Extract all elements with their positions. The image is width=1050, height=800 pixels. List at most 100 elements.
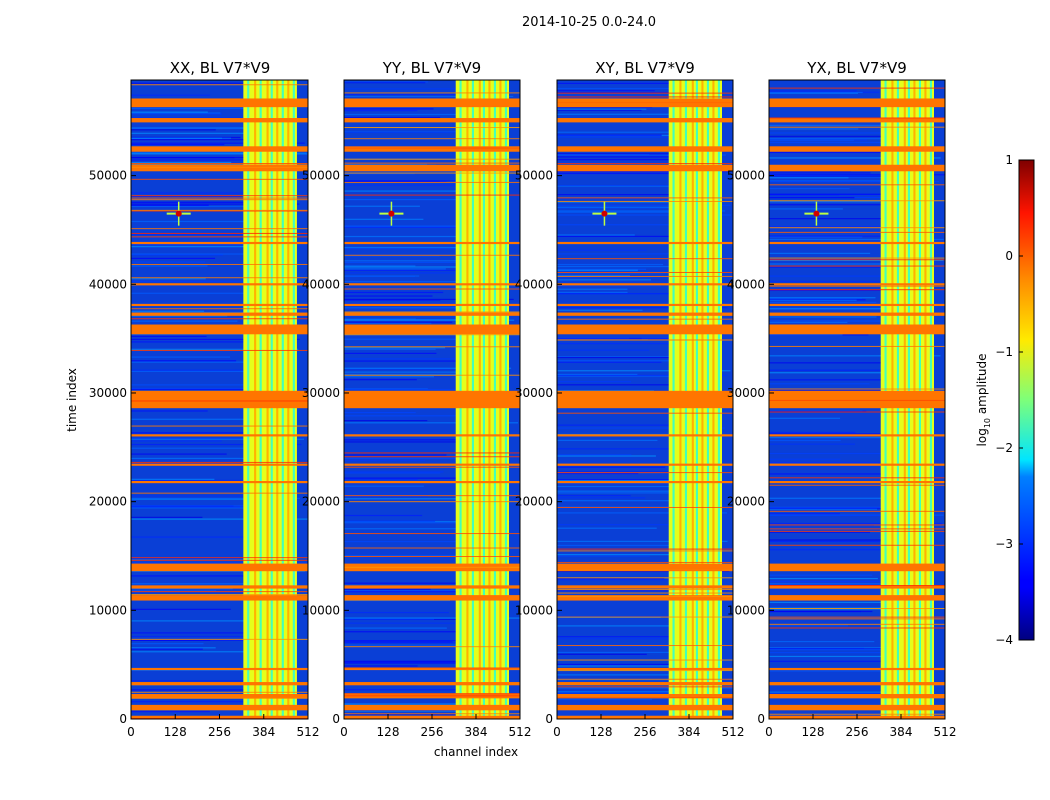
x-axis-label: channel index — [434, 745, 518, 759]
noise-streak — [557, 687, 733, 689]
x-tick-label: 256 — [208, 725, 231, 739]
flagged-band — [769, 563, 945, 572]
flagged-band — [557, 463, 733, 466]
noise-streak — [131, 647, 216, 649]
noise-streak — [344, 190, 496, 192]
flag-line — [769, 265, 945, 267]
noise-streak — [344, 520, 436, 522]
noise-streak — [769, 508, 878, 510]
flag-line — [557, 271, 733, 273]
noise-streak — [557, 360, 692, 362]
noise-streak — [769, 625, 848, 627]
flag-line — [344, 456, 520, 458]
flag-line — [131, 195, 308, 197]
noise-streak — [557, 540, 728, 542]
noise-streak — [557, 384, 678, 386]
noise-streak — [557, 263, 664, 266]
noise-streak — [769, 91, 863, 94]
noise-streak — [769, 236, 863, 238]
flagged-band — [557, 283, 733, 286]
noise-streak — [557, 307, 728, 309]
noise-streak — [769, 321, 848, 324]
noise-streak — [557, 207, 722, 209]
flag-line — [344, 693, 520, 695]
noise-streak — [557, 448, 709, 450]
flag-line — [557, 592, 733, 594]
noise-streak — [131, 440, 222, 442]
y-tick-label: 10000 — [515, 603, 553, 617]
flagged-band — [557, 481, 733, 484]
noise-streak — [557, 490, 682, 492]
flagged-band — [769, 463, 945, 466]
flag-line — [557, 697, 733, 699]
flagged-band — [344, 585, 520, 589]
flagged-band — [344, 303, 520, 307]
flag-line — [344, 194, 520, 196]
flagged-band — [131, 481, 308, 484]
noise-streak — [769, 583, 906, 585]
flag-line — [131, 209, 308, 211]
noise-streak — [344, 260, 487, 262]
panel-xy: XY, BL V7*V9 0 128 256 384 512 0 10000 20000 30… — [515, 59, 745, 739]
colorbar-tick-label: −4 — [995, 633, 1013, 647]
flag-line — [344, 694, 520, 696]
flagged-band — [344, 324, 520, 335]
x-ticks-yx: 0 128 256 384 512 — [765, 714, 956, 739]
flag-line — [131, 197, 308, 199]
flagged-band — [344, 390, 520, 409]
noise-streak — [131, 111, 208, 113]
noise-streak — [557, 159, 675, 161]
noise-streak — [344, 307, 501, 309]
flag-line — [769, 285, 945, 287]
flagged-band — [769, 667, 945, 671]
noise-streak — [131, 82, 246, 84]
x-tick-label: 384 — [252, 725, 275, 739]
noise-streak — [131, 94, 211, 96]
flag-line — [557, 200, 733, 202]
noise-streak — [769, 660, 906, 662]
noise-streak — [131, 562, 308, 564]
flag-line — [769, 618, 945, 620]
noise-streak — [769, 187, 850, 190]
noise-streak — [769, 439, 841, 442]
flag-line — [344, 346, 520, 348]
flagged-band — [131, 303, 308, 307]
flag-line — [557, 92, 733, 94]
colorbar-tick-label: −2 — [995, 441, 1013, 455]
noise-streak — [344, 109, 418, 112]
noise-streak — [769, 238, 944, 241]
flag-line — [769, 530, 945, 532]
noise-streak — [769, 655, 904, 658]
noise-streak — [344, 376, 434, 378]
noise-streak — [131, 205, 263, 208]
rfi-spike — [813, 210, 820, 217]
flag-line — [344, 646, 520, 648]
flag-line — [131, 400, 308, 402]
noise-streak — [557, 455, 656, 457]
noise-streak — [557, 479, 694, 482]
noise-streak — [769, 320, 908, 322]
noise-streak — [557, 570, 730, 573]
noise-streak — [769, 280, 918, 283]
noise-streak — [131, 608, 231, 610]
noise-streak — [557, 374, 727, 377]
noise-streak — [344, 360, 459, 362]
flag-line — [131, 166, 308, 168]
noise-streak — [769, 506, 901, 508]
flag-line — [769, 510, 945, 512]
noise-streak — [557, 293, 681, 295]
noise-streak — [769, 648, 931, 650]
noise-streak — [557, 275, 630, 277]
flagged-band — [131, 146, 308, 152]
flagged-band — [344, 146, 520, 152]
flag-line — [769, 87, 945, 89]
noise-streak — [557, 109, 642, 111]
noise-streak — [557, 651, 715, 654]
noise-streak — [131, 220, 280, 223]
y-tick-label: 10000 — [727, 603, 765, 617]
flagged-band — [344, 312, 520, 316]
flag-line — [769, 231, 945, 233]
flag-line — [557, 616, 733, 618]
flag-line — [769, 399, 945, 401]
flag-line — [344, 566, 520, 568]
